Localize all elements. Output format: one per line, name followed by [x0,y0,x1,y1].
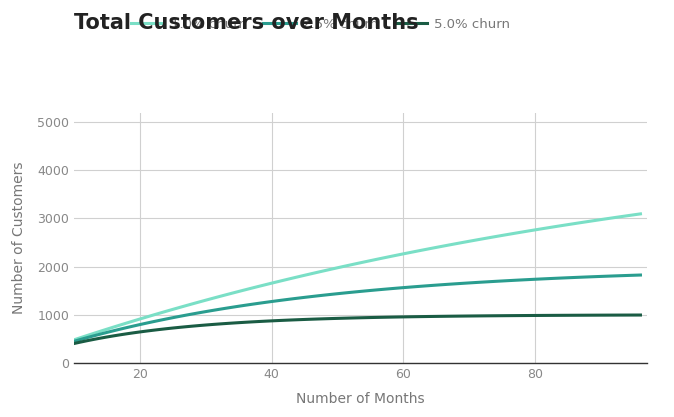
5.0% churn [636,312,644,317]
5.0% churn [96,336,104,341]
1.0% churn [281,277,289,282]
5.0% churn [281,318,289,323]
5.0% churn [584,313,592,318]
Line: 5.0% churn: 5.0% churn [15,315,640,360]
2.5% churn [584,274,592,279]
1.0% churn [11,358,19,363]
5.0% churn [327,316,335,321]
2.5% churn [96,332,104,337]
5.0% churn [189,324,197,329]
X-axis label: Number of Months: Number of Months [297,392,425,406]
5.0% churn [11,358,19,363]
1.0% churn [636,211,644,216]
2.5% churn [189,311,197,317]
2.5% churn [281,297,289,302]
Text: Total Customers over Months: Total Customers over Months [74,13,419,33]
2.5% churn [346,290,355,295]
1.0% churn [346,262,355,267]
1.0% churn [96,329,104,334]
Line: 1.0% churn: 1.0% churn [15,214,640,360]
1.0% churn [584,219,592,224]
2.5% churn [636,273,644,278]
1.0% churn [327,267,335,272]
2.5% churn [327,292,335,297]
2.5% churn [11,358,19,363]
Legend: 1.0% churn, 2.5% churn, 5.0% churn: 1.0% churn, 2.5% churn, 5.0% churn [126,13,515,36]
Y-axis label: Number of Customers: Number of Customers [12,161,26,314]
1.0% churn [189,301,197,306]
5.0% churn [346,316,355,321]
Line: 2.5% churn: 2.5% churn [15,275,640,360]
